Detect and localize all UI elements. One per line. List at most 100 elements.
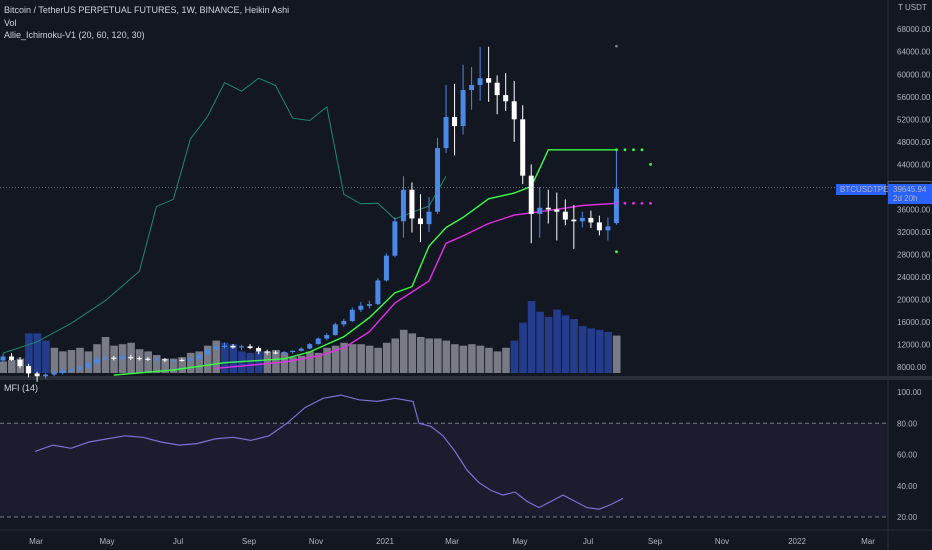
volume-bar <box>169 358 178 373</box>
mfi-pane <box>34 394 624 510</box>
volume-bar <box>280 352 289 373</box>
mfi-tick-label: 100.00 <box>897 388 922 397</box>
candle-body <box>545 207 551 210</box>
volume-bar <box>476 345 485 373</box>
volume-bar <box>595 329 604 373</box>
future-dot <box>632 201 635 205</box>
future-dot <box>623 148 627 152</box>
last-price-box <box>888 184 932 204</box>
candle-body <box>332 324 338 336</box>
volume-bar <box>101 337 110 373</box>
candle-body <box>273 352 279 354</box>
candle-body <box>341 321 347 325</box>
future-dot <box>615 250 618 254</box>
candle-body <box>196 354 202 360</box>
vol-label[interactable]: Vol <box>4 18 17 28</box>
candle-body <box>477 78 483 85</box>
time-tick-label: Jul <box>583 537 593 546</box>
candle-body <box>128 357 134 359</box>
price-tick-label: 68000.00 <box>897 25 931 34</box>
candle-body <box>375 280 381 305</box>
candle-body <box>452 117 458 127</box>
candle-body <box>60 371 66 373</box>
candle-body <box>94 359 100 364</box>
candle-body <box>324 335 330 339</box>
mfi-label[interactable]: MFI (14) <box>4 383 39 393</box>
volume-bar <box>348 344 357 373</box>
price-tick-label: 48000.00 <box>897 138 931 147</box>
price-tick-label: 28000.00 <box>897 251 931 260</box>
candle-body <box>119 357 125 359</box>
candle-body <box>358 305 364 310</box>
price-tick-label: 20000.00 <box>897 296 931 305</box>
mfi-tick-label: 40.00 <box>897 482 918 491</box>
future-dot <box>640 148 644 152</box>
volume-bar <box>502 347 510 373</box>
volume-bar <box>221 342 229 373</box>
volume-bar <box>561 315 570 373</box>
candle-body <box>315 338 321 345</box>
time-tick-label: May <box>512 537 527 546</box>
time-tick-label: 2022 <box>788 537 806 546</box>
price-tick-label: 8000.00 <box>897 363 926 372</box>
volume-bar <box>161 358 169 373</box>
candle-body <box>537 207 543 214</box>
price-tick-label: 52000.00 <box>897 115 931 124</box>
volume-bar <box>297 355 306 373</box>
candle-body <box>145 358 151 360</box>
volume-bar <box>340 342 348 373</box>
candle-body <box>417 218 423 225</box>
candle-body <box>426 211 432 225</box>
candle-body <box>605 226 611 231</box>
price-tick-label: 12000.00 <box>897 341 931 350</box>
volume-bar <box>152 355 161 373</box>
candle-body <box>392 221 398 256</box>
volume-bar <box>0 361 8 373</box>
candle-body <box>562 211 568 220</box>
candle-body <box>520 119 526 176</box>
mfi-tick-label: 60.00 <box>897 451 918 460</box>
candle-body <box>0 356 6 361</box>
volume-bar <box>399 329 408 373</box>
symbol-tag-box <box>836 184 886 195</box>
candle-body <box>383 255 389 281</box>
volume-bar <box>408 333 417 373</box>
candle-body <box>443 117 449 149</box>
currency-badge[interactable]: T USDT <box>898 3 927 12</box>
last-price-countdown: 2d 20h <box>893 194 917 203</box>
candle-body <box>579 217 585 222</box>
time-tick-label: Jul <box>173 537 183 546</box>
volume-bar <box>553 309 561 373</box>
volume-bar <box>263 351 272 373</box>
volume-bar <box>229 344 238 373</box>
volume-bar <box>255 351 263 373</box>
indicator-label[interactable]: Allie_Ichimoku-V1 (20, 60, 120, 30) <box>4 30 145 40</box>
time-tick-label: Nov <box>715 537 729 546</box>
time-tick-label: May <box>99 537 114 546</box>
volume-bar <box>289 357 297 373</box>
candle-body <box>187 359 193 361</box>
volume-bar <box>382 342 391 373</box>
volume-bar <box>544 316 553 373</box>
lagging-span-line <box>2 77 447 354</box>
volume-bar <box>425 338 434 373</box>
candle-body <box>400 189 406 222</box>
volume-bar <box>314 352 323 373</box>
volume-bar <box>536 311 544 373</box>
time-tick-label: Mar <box>29 537 43 546</box>
volume-bar <box>519 322 527 373</box>
candle-body <box>298 348 304 351</box>
price-tick-label: 64000.00 <box>897 48 931 57</box>
last-price-label: 39645.94 <box>893 185 927 194</box>
volume-bar <box>434 338 442 373</box>
volume-bar <box>323 347 331 373</box>
candle-body <box>494 82 500 96</box>
candle-body <box>77 367 83 370</box>
time-tick-label: Sep <box>648 537 663 546</box>
chart-title[interactable]: Bitcoin / TetherUS PERPETUAL FUTURES, 1W… <box>4 5 290 15</box>
candle-body <box>222 345 228 347</box>
volume-bar <box>493 351 502 373</box>
candle-body <box>213 346 219 350</box>
candle-body <box>247 346 253 349</box>
